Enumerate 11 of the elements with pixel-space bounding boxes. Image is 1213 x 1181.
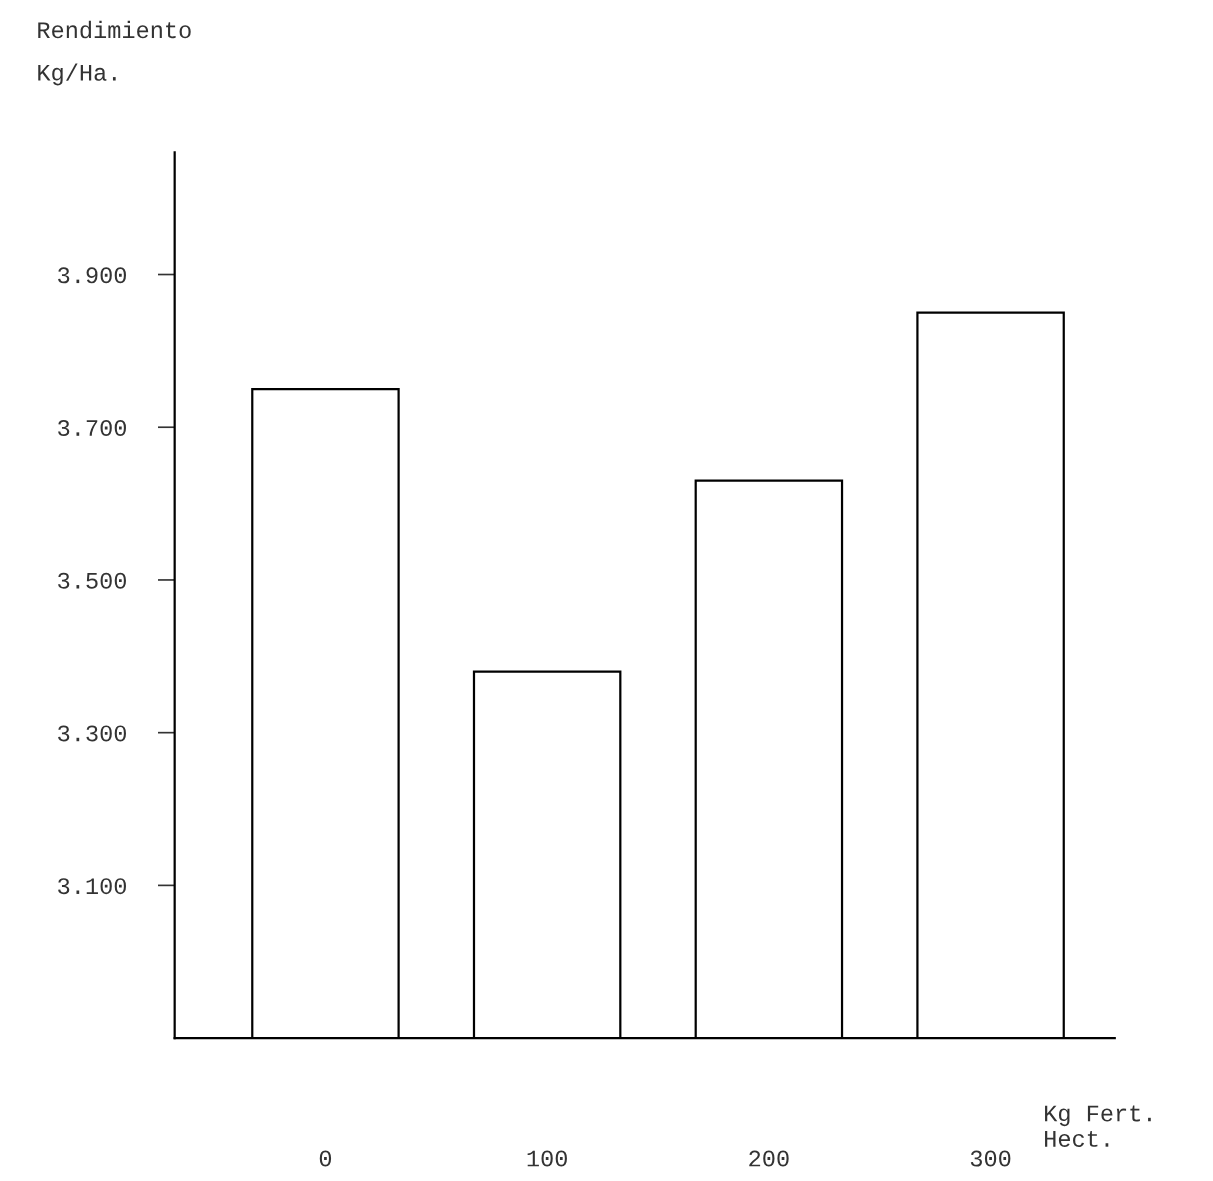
y-tick-label: 3.700 [58, 420, 126, 437]
y-tick-label: 3.900 [58, 267, 126, 284]
x-tick-label: 100 [527, 1150, 567, 1167]
y-tick-label: 3.100 [58, 878, 126, 895]
y-axis-title: Rendimiento Kg/Ha. [38, 20, 191, 86]
y-tick-label: 3.500 [58, 572, 126, 589]
y-tick-label: 3.300 [58, 725, 126, 742]
x-axis-title: Kg Fert. Hect. [1045, 1105, 1151, 1147]
x-tick-label: 300 [970, 1150, 1011, 1167]
x-tick-label: 0 [319, 1150, 332, 1167]
x-tick-label: 200 [749, 1150, 789, 1167]
